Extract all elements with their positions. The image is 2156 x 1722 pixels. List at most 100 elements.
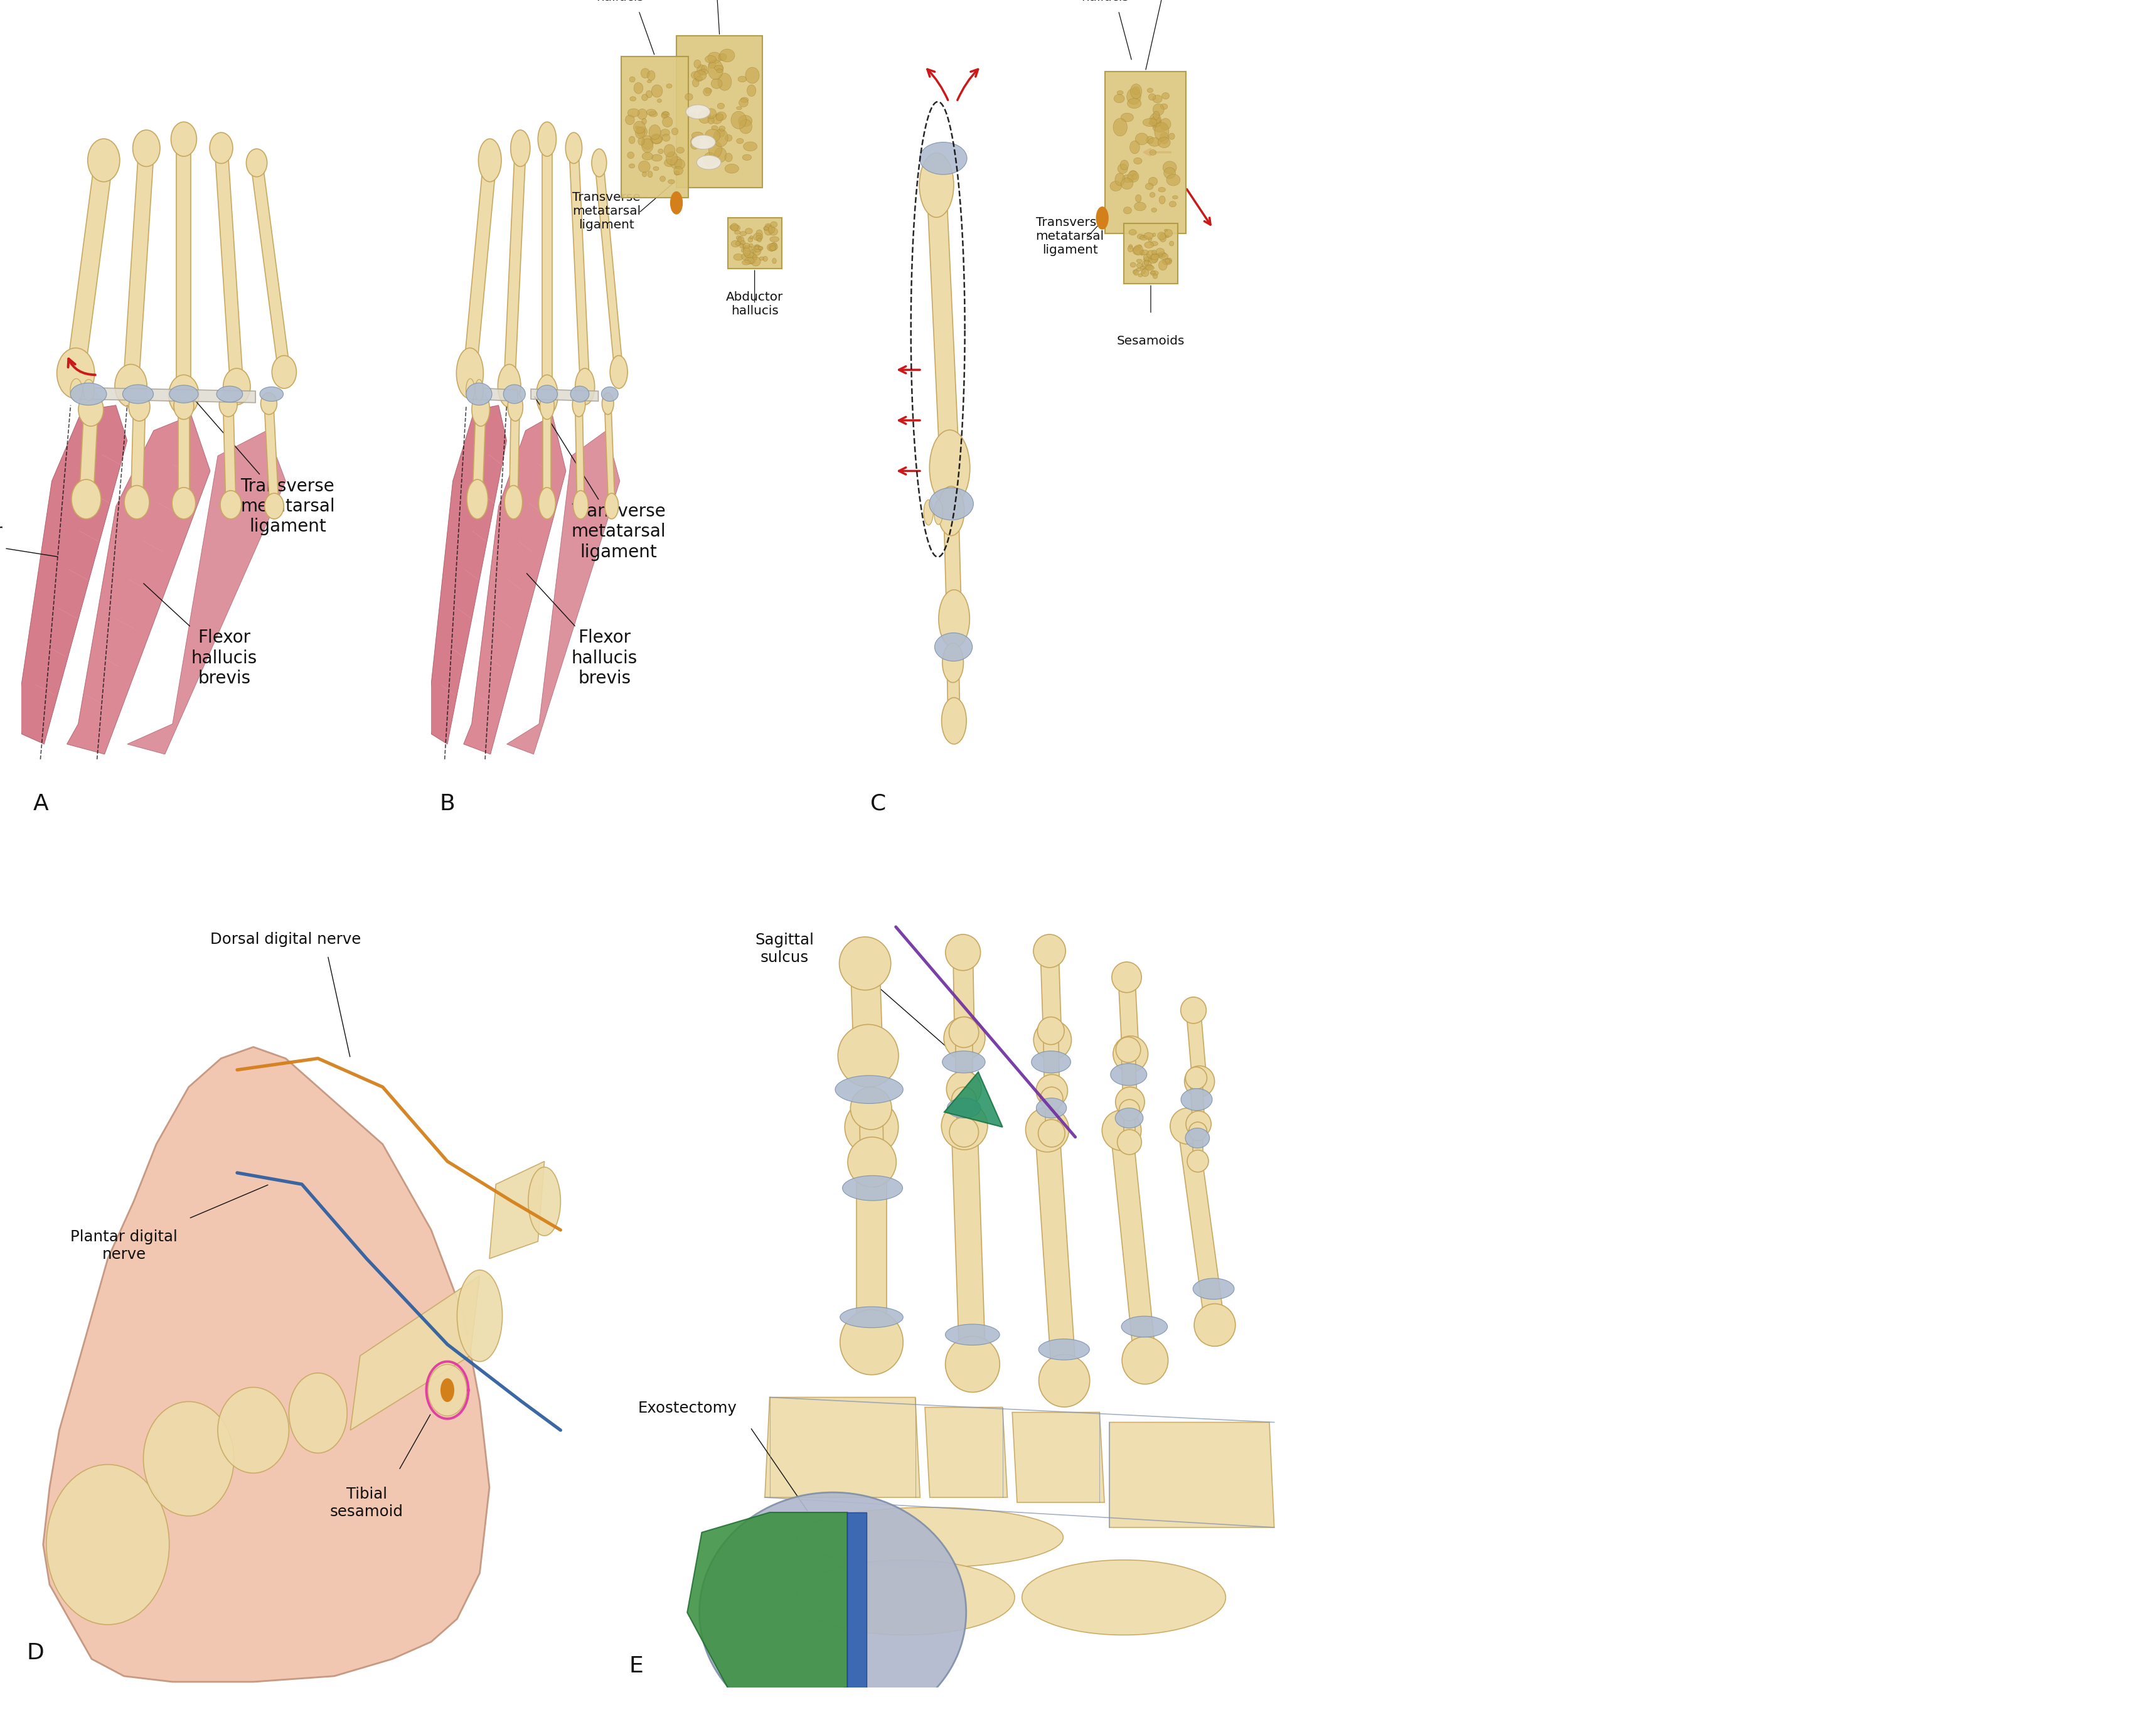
Ellipse shape: [1166, 174, 1179, 186]
Circle shape: [537, 375, 558, 415]
Ellipse shape: [642, 139, 653, 153]
Ellipse shape: [630, 77, 636, 83]
Ellipse shape: [744, 246, 752, 251]
Ellipse shape: [649, 112, 658, 117]
Ellipse shape: [289, 1372, 347, 1453]
Ellipse shape: [688, 112, 696, 117]
Ellipse shape: [658, 98, 662, 103]
Text: A: A: [32, 792, 47, 815]
Polygon shape: [464, 158, 496, 375]
Circle shape: [942, 1102, 987, 1150]
Ellipse shape: [696, 65, 705, 76]
Ellipse shape: [752, 255, 757, 260]
Circle shape: [944, 1018, 985, 1059]
Ellipse shape: [1169, 133, 1175, 139]
Circle shape: [261, 393, 276, 415]
Ellipse shape: [750, 236, 752, 239]
Ellipse shape: [1153, 112, 1160, 119]
Ellipse shape: [707, 60, 722, 79]
Circle shape: [841, 1310, 903, 1374]
Circle shape: [1026, 1107, 1069, 1152]
Ellipse shape: [705, 129, 720, 143]
Ellipse shape: [651, 134, 662, 143]
Polygon shape: [127, 430, 285, 754]
Polygon shape: [541, 139, 552, 394]
Ellipse shape: [1132, 270, 1136, 274]
Polygon shape: [860, 1107, 884, 1162]
Text: Transverse
metatarsal
ligament: Transverse metatarsal ligament: [535, 396, 666, 561]
Ellipse shape: [718, 103, 724, 108]
Ellipse shape: [1149, 255, 1158, 263]
Ellipse shape: [675, 167, 683, 176]
Ellipse shape: [528, 1168, 561, 1236]
Text: Adductor
hallucis: Adductor hallucis: [0, 523, 58, 561]
Ellipse shape: [768, 245, 774, 251]
Circle shape: [498, 365, 522, 408]
Ellipse shape: [1149, 121, 1156, 126]
Ellipse shape: [707, 117, 714, 124]
Text: Transverse
metatarsal
ligament: Transverse metatarsal ligament: [1035, 217, 1104, 257]
Ellipse shape: [1121, 1316, 1166, 1338]
Ellipse shape: [772, 258, 776, 263]
Ellipse shape: [711, 114, 722, 124]
Ellipse shape: [1128, 246, 1134, 251]
Ellipse shape: [923, 499, 934, 525]
Ellipse shape: [709, 141, 722, 158]
Circle shape: [511, 129, 530, 167]
Circle shape: [845, 1100, 899, 1155]
Ellipse shape: [636, 126, 640, 129]
Text: Tibial
sesamoid: Tibial sesamoid: [330, 1486, 403, 1519]
Ellipse shape: [701, 65, 707, 72]
Ellipse shape: [466, 379, 474, 401]
Circle shape: [938, 589, 970, 647]
Ellipse shape: [630, 136, 636, 143]
Ellipse shape: [746, 229, 752, 234]
Circle shape: [505, 486, 522, 518]
Ellipse shape: [1143, 257, 1151, 262]
Circle shape: [71, 479, 101, 518]
Ellipse shape: [1141, 250, 1149, 255]
Ellipse shape: [123, 384, 153, 403]
Circle shape: [591, 148, 606, 177]
Circle shape: [1033, 1021, 1072, 1059]
Ellipse shape: [735, 241, 740, 246]
Ellipse shape: [750, 257, 761, 267]
Ellipse shape: [729, 224, 740, 231]
Polygon shape: [1104, 71, 1186, 232]
Ellipse shape: [1166, 258, 1173, 263]
Ellipse shape: [259, 387, 282, 401]
Ellipse shape: [1022, 1560, 1225, 1634]
Polygon shape: [856, 1128, 886, 1341]
Ellipse shape: [640, 129, 647, 134]
Ellipse shape: [1173, 196, 1177, 200]
Polygon shape: [132, 406, 144, 503]
Circle shape: [220, 393, 237, 417]
Ellipse shape: [1130, 170, 1136, 176]
Circle shape: [1184, 1066, 1214, 1097]
Polygon shape: [849, 963, 882, 1056]
Ellipse shape: [647, 170, 653, 177]
Ellipse shape: [1132, 246, 1141, 255]
Ellipse shape: [71, 382, 106, 405]
Ellipse shape: [1153, 232, 1156, 236]
Ellipse shape: [731, 224, 737, 231]
Polygon shape: [927, 184, 959, 470]
Polygon shape: [507, 430, 621, 754]
Ellipse shape: [1128, 98, 1141, 108]
Ellipse shape: [1134, 270, 1138, 276]
Ellipse shape: [1145, 241, 1153, 248]
Ellipse shape: [1164, 258, 1171, 263]
Ellipse shape: [1136, 269, 1141, 272]
Ellipse shape: [677, 146, 683, 153]
Ellipse shape: [944, 1324, 1000, 1345]
Ellipse shape: [770, 222, 778, 227]
Ellipse shape: [742, 253, 750, 260]
Ellipse shape: [1136, 258, 1143, 262]
Ellipse shape: [718, 72, 731, 91]
Ellipse shape: [1151, 117, 1160, 124]
Ellipse shape: [666, 84, 673, 88]
Ellipse shape: [1169, 201, 1177, 207]
Ellipse shape: [1153, 95, 1162, 103]
Ellipse shape: [1136, 133, 1149, 145]
Polygon shape: [1013, 1412, 1104, 1502]
